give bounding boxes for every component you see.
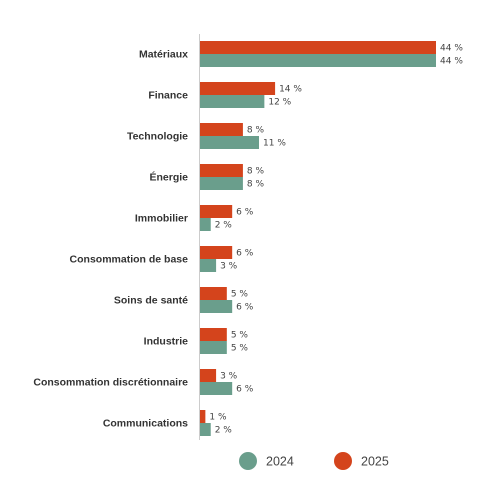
value-label-2025-energie: 8 % xyxy=(247,167,265,177)
value-label-2024-consommation-discretionnaire: 6 % xyxy=(236,385,254,395)
value-label-2024-materiaux: 44 % xyxy=(440,57,463,67)
bar-2025-communications xyxy=(200,410,206,423)
bar-2024-industrie xyxy=(200,341,227,354)
bar-2025-soins-de-sante xyxy=(200,287,227,300)
legend-swatch-2025 xyxy=(334,452,352,470)
value-label-2024-soins-de-sante: 6 % xyxy=(236,303,254,313)
bar-2024-consommation-de-base xyxy=(200,259,217,272)
bar-2025-immobilier xyxy=(200,205,233,218)
category-label-immobilier: Immobilier xyxy=(135,213,188,225)
bar-2025-finance xyxy=(200,82,276,95)
category-label-materiaux: Matériaux xyxy=(139,49,188,61)
bar-2025-consommation-discretionnaire xyxy=(200,369,217,382)
value-label-2025-finance: 14 % xyxy=(279,85,302,95)
category-label-industrie: Industrie xyxy=(144,336,188,348)
value-label-2025-soins-de-sante: 5 % xyxy=(231,290,249,300)
bar-2025-materiaux xyxy=(200,41,436,54)
value-label-2024-industrie: 5 % xyxy=(231,344,249,354)
value-label-2025-technologie: 8 % xyxy=(247,126,265,136)
value-label-2024-immobilier: 2 % xyxy=(215,221,233,231)
bar-2024-finance xyxy=(200,95,265,108)
legend-swatch-2024 xyxy=(239,452,257,470)
value-label-2025-communications: 1 % xyxy=(209,413,227,423)
bar-2025-technologie xyxy=(200,123,243,136)
category-label-communications: Communications xyxy=(103,418,188,430)
value-label-2024-consommation-de-base: 3 % xyxy=(220,262,238,272)
legend-label-2025: 2025 xyxy=(361,455,389,469)
value-label-2024-energie: 8 % xyxy=(247,180,265,190)
bar-2024-consommation-discretionnaire xyxy=(200,382,233,395)
category-label-energie: Énergie xyxy=(149,171,188,184)
bar-2024-technologie xyxy=(200,136,259,149)
bar-2024-soins-de-sante xyxy=(200,300,233,313)
category-label-soins-de-sante: Soins de santé xyxy=(114,295,188,307)
value-label-2024-finance: 12 % xyxy=(268,98,291,108)
value-label-2025-consommation-de-base: 6 % xyxy=(236,249,254,259)
bar-2024-immobilier xyxy=(200,218,211,231)
bar-2024-materiaux xyxy=(200,54,436,67)
bar-2025-consommation-de-base xyxy=(200,246,233,259)
legend-label-2024: 2024 xyxy=(266,455,294,469)
category-label-technologie: Technologie xyxy=(127,131,188,143)
category-label-finance: Finance xyxy=(148,90,188,102)
value-label-2025-consommation-discretionnaire: 3 % xyxy=(220,372,238,382)
value-label-2025-industrie: 5 % xyxy=(231,331,249,341)
bar-2024-energie xyxy=(200,177,243,190)
bar-2025-industrie xyxy=(200,328,227,341)
bar-2024-communications xyxy=(200,423,211,436)
value-label-2024-communications: 2 % xyxy=(215,426,233,436)
category-label-consommation-discretionnaire: Consommation discrétionnaire xyxy=(33,377,188,389)
value-label-2025-materiaux: 44 % xyxy=(440,44,463,54)
bar-2025-energie xyxy=(200,164,243,177)
category-label-consommation-de-base: Consommation de base xyxy=(70,254,189,266)
value-label-2025-immobilier: 6 % xyxy=(236,208,254,218)
value-label-2024-technologie: 11 % xyxy=(263,139,286,149)
